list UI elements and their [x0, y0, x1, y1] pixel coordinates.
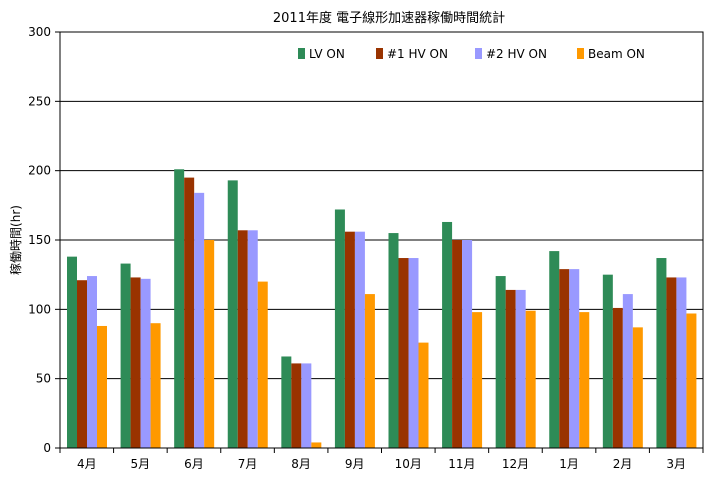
bar: [194, 192, 205, 448]
bar: [311, 442, 322, 448]
bar: [549, 251, 560, 448]
y-tick-label: 100: [28, 302, 51, 316]
bar: [505, 289, 516, 448]
bar: [515, 289, 526, 448]
bar: [612, 307, 623, 448]
bar: [237, 230, 248, 448]
x-tick-label: 12月: [502, 457, 529, 471]
bar: [247, 230, 258, 448]
bar: [364, 294, 375, 448]
bar: [87, 276, 97, 448]
legend-swatch: [577, 48, 584, 59]
bar: [204, 240, 215, 448]
chart-title: 2011年度 電子線形加速器稼働時間統計: [273, 10, 505, 26]
legend-swatch: [376, 48, 383, 59]
bar: [120, 263, 131, 448]
bar: [579, 312, 590, 448]
x-tick-label: 7月: [238, 457, 258, 471]
bar: [602, 274, 613, 448]
x-tick-label: 8月: [291, 457, 311, 471]
x-tick-label: 6月: [184, 457, 204, 471]
legend-label: Beam ON: [588, 47, 645, 61]
bar: [354, 231, 365, 448]
legend-label: #1 HV ON: [387, 47, 448, 61]
bar: [184, 177, 195, 448]
bar: [344, 231, 355, 448]
bar: [569, 269, 580, 448]
bar: [525, 310, 536, 448]
bar: [666, 277, 677, 448]
bar: [334, 209, 345, 448]
x-tick-label: 9月: [345, 457, 365, 471]
legend-label: #2 HV ON: [486, 47, 547, 61]
bar: [656, 258, 667, 448]
bar: [452, 240, 463, 448]
bar: [559, 269, 570, 448]
bar: [77, 280, 87, 448]
y-tick-label: 0: [43, 441, 51, 455]
bar: [140, 278, 151, 448]
bar: [442, 221, 453, 448]
bar: [418, 342, 429, 448]
bar: [388, 233, 399, 448]
bar: [686, 313, 697, 448]
bar: [291, 363, 302, 448]
bar: [130, 277, 141, 448]
bar: [97, 325, 107, 448]
x-tick-label: 11月: [448, 457, 475, 471]
legend-swatch: [475, 48, 482, 59]
x-tick-label: 4月: [77, 457, 97, 471]
bar: [150, 323, 161, 448]
legend: LV ON #1 HV ON #2 HV ON Beam ON: [298, 47, 645, 61]
bar: [495, 276, 506, 448]
bar: [301, 363, 312, 448]
bar: [676, 277, 687, 448]
x-tick-label: 1月: [559, 457, 579, 471]
y-tick-label: 50: [36, 372, 51, 386]
bar: [408, 258, 419, 448]
x-tick-label: 3月: [666, 457, 686, 471]
legend-label: LV ON: [309, 47, 345, 61]
y-tick-label: 150: [28, 233, 51, 247]
bar: [632, 327, 643, 448]
y-tick-label: 300: [28, 25, 51, 39]
y-tick-label: 200: [28, 164, 51, 178]
bar: [622, 294, 633, 448]
legend-swatch: [298, 48, 305, 59]
y-tick-label: 250: [28, 94, 51, 108]
x-tick-label: 2月: [613, 457, 633, 471]
axes: 0 50 100 150 200 250 300 4月 5月 6月 7月 8月 9月 10月 11月 12月 1…: [28, 25, 704, 471]
bar: [257, 281, 268, 448]
bar: [174, 169, 185, 448]
bar: [398, 258, 409, 448]
x-tick-label: 10月: [395, 457, 422, 471]
bar: [227, 180, 238, 448]
bar: [472, 312, 483, 448]
y-axis-label: 稼働時間(hr): [8, 205, 23, 275]
x-tick-label: 5月: [131, 457, 151, 471]
bar: [281, 356, 292, 448]
grid-lines: [60, 100, 703, 380]
bar: [462, 240, 473, 448]
bars: [67, 169, 697, 448]
bar: [67, 256, 77, 448]
